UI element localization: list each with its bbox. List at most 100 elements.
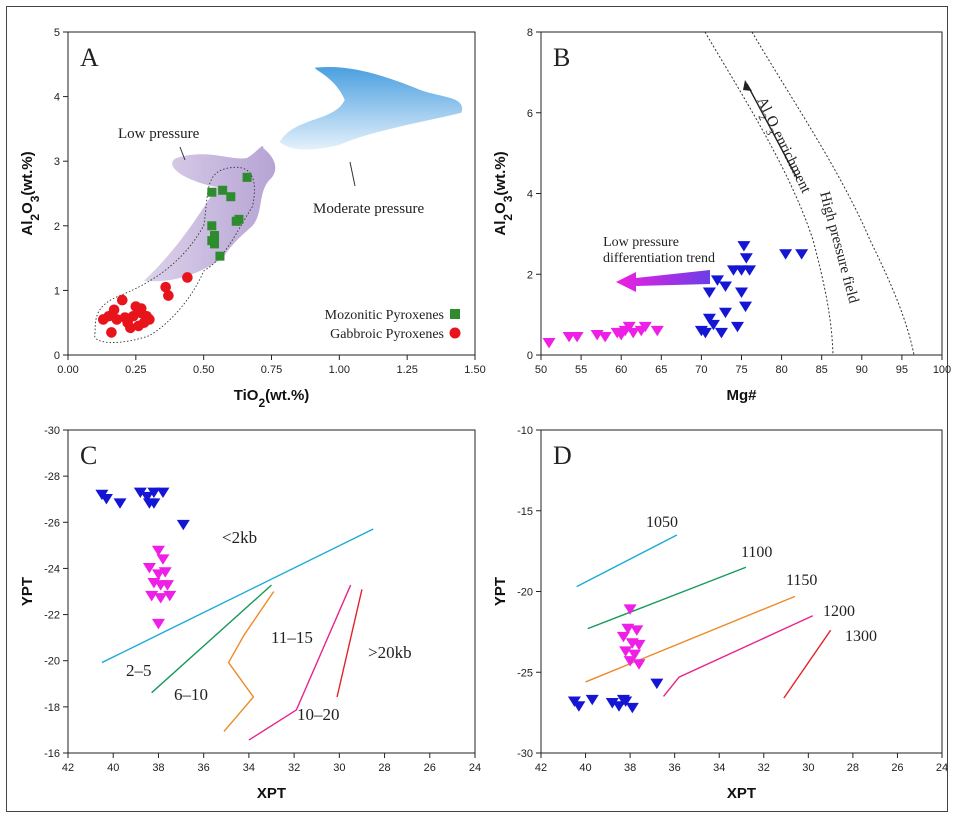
y-tick-label: 6 xyxy=(527,108,533,120)
series-magenta xyxy=(616,604,646,670)
isoline xyxy=(336,589,363,698)
data-point xyxy=(718,307,732,319)
x-tick-label: 75 xyxy=(735,364,747,376)
y-tick-label: -25 xyxy=(517,667,533,679)
data-point xyxy=(630,625,644,636)
x-tick-label: 26 xyxy=(424,762,436,774)
data-point xyxy=(739,301,753,313)
x-tick-label: 38 xyxy=(152,762,164,774)
series-magenta xyxy=(542,321,664,349)
series-magenta xyxy=(142,545,177,630)
data-point xyxy=(116,294,128,306)
x-tick-label: 70 xyxy=(695,364,707,376)
data-point xyxy=(108,304,120,316)
y-tick-label: -26 xyxy=(44,517,60,529)
data-point xyxy=(151,545,165,557)
data-point xyxy=(632,639,646,651)
pressure-boundary-inner xyxy=(704,31,834,356)
isoline xyxy=(223,591,275,732)
data-point xyxy=(176,519,190,531)
data-point xyxy=(147,487,161,498)
data-point xyxy=(99,494,113,505)
series-mozonitic-pyroxenes xyxy=(207,172,252,261)
data-point xyxy=(125,322,136,334)
y-tick-label: -20 xyxy=(44,656,60,668)
x-tick-label: 34 xyxy=(243,762,255,774)
annotation-high-pressure: High pressure field xyxy=(816,190,861,306)
panel-letter: A xyxy=(80,43,99,72)
x-tick-label: 28 xyxy=(378,762,390,774)
data-point xyxy=(737,241,751,252)
x-tick-label: 85 xyxy=(816,364,828,376)
y-axis-label: Al2O3(wt.%) xyxy=(492,151,515,235)
isoline-label: 10–20 xyxy=(297,705,340,724)
data-point xyxy=(210,230,220,240)
y-tick-label: 8 xyxy=(527,27,533,39)
data-point xyxy=(182,272,193,283)
series-blue xyxy=(567,678,664,714)
enrichment-arrow-head xyxy=(743,80,752,91)
legend-label: Mozonitic Pyroxenes xyxy=(325,308,444,323)
data-point xyxy=(111,314,123,325)
data-point xyxy=(650,678,664,690)
data-point xyxy=(113,498,127,509)
data-point xyxy=(151,618,165,630)
data-point xyxy=(622,321,636,333)
data-point xyxy=(133,320,144,332)
leader-line xyxy=(349,161,356,187)
data-point xyxy=(779,249,793,260)
data-point xyxy=(160,580,174,591)
panel-c: 42 40 38 36 34 32 30 28 26 24 -16 -18 -20 -22 -24 -26 -2… xyxy=(19,425,481,802)
data-point xyxy=(616,631,630,643)
data-point xyxy=(207,221,217,231)
isoline xyxy=(783,629,832,699)
y-tick-label: 4 xyxy=(54,92,60,104)
panel-letter: B xyxy=(553,43,570,72)
y-tick-label: -22 xyxy=(44,610,60,622)
data-point xyxy=(154,593,168,604)
data-point xyxy=(632,659,646,670)
isoline-label: 1200 xyxy=(823,603,855,620)
x-axis-label: Mg# xyxy=(727,387,758,404)
x-tick-label: 42 xyxy=(535,762,547,774)
y-tick-label: 2 xyxy=(527,269,533,281)
plot-area xyxy=(540,31,943,356)
data-point xyxy=(135,303,147,314)
x-tick-label: 55 xyxy=(575,364,587,376)
y-tick-label: -30 xyxy=(44,425,60,437)
data-point xyxy=(160,281,171,293)
y-tick-label: -16 xyxy=(44,748,60,760)
low-pressure-field xyxy=(143,146,276,282)
low-pressure-trend-arrow xyxy=(616,270,710,292)
data-point xyxy=(718,281,732,292)
x-tick-label: 0.25 xyxy=(125,364,146,376)
panel-b: 50 55 60 65 70 75 80 85 90 95 100 0 2 4 6 8 Mg# Al2O3(wt.… xyxy=(492,27,951,404)
data-point xyxy=(638,321,652,333)
data-point xyxy=(142,562,156,574)
isoline xyxy=(151,584,272,694)
data-point xyxy=(163,590,177,602)
x-tick-label: 32 xyxy=(758,762,770,774)
x-tick-label: 0.75 xyxy=(261,364,282,376)
data-point xyxy=(625,702,639,714)
x-tick-label: 24 xyxy=(469,762,481,774)
panel-letter: D xyxy=(553,441,572,470)
leader-line xyxy=(179,146,186,161)
x-tick-label: 0.50 xyxy=(193,364,214,376)
x-tick-label: 0.00 xyxy=(57,364,78,376)
x-tick-label: 95 xyxy=(896,364,908,376)
x-tick-label: 32 xyxy=(288,762,300,774)
data-point xyxy=(151,569,165,580)
moderate-pressure-field xyxy=(279,67,463,150)
data-point xyxy=(119,312,131,323)
annotation-moderate-pressure: Moderate pressure xyxy=(313,201,425,217)
data-point xyxy=(698,327,712,339)
x-tick-label: 80 xyxy=(775,364,787,376)
y-axis-label: YPT xyxy=(19,577,36,606)
isoline xyxy=(576,534,678,588)
y-tick-label: -15 xyxy=(517,506,533,518)
y-tick-label: 1 xyxy=(54,285,60,297)
legend-label: Gabbroic Pyroxenes xyxy=(330,327,444,342)
x-tick-label: 34 xyxy=(713,762,725,774)
